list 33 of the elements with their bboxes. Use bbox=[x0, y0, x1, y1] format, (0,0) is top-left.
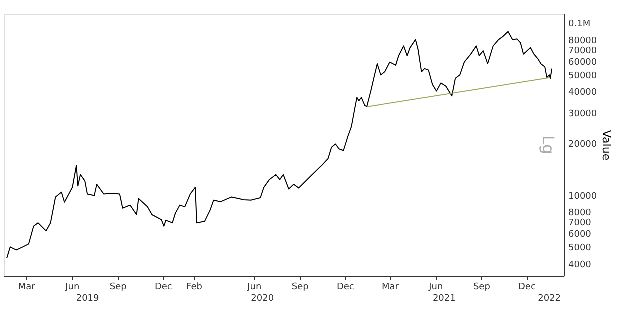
y-tick-label: 30000 bbox=[568, 110, 598, 120]
x-tick-label: Jun bbox=[64, 282, 80, 292]
y-tick-label: 80000 bbox=[568, 36, 598, 46]
y-tick-label: 40000 bbox=[568, 88, 598, 98]
y-tick-label: 20000 bbox=[568, 140, 598, 150]
y-axis-title: Value bbox=[600, 130, 614, 161]
y-tick-label: 5000 bbox=[568, 244, 592, 254]
line-series bbox=[6, 31, 553, 259]
y-tick-label: 50000 bbox=[568, 71, 598, 82]
x-tick-label: Jun bbox=[428, 282, 444, 292]
y-tick-label: 0.1M bbox=[568, 20, 591, 30]
y-tick-label: 10000 bbox=[568, 192, 598, 202]
x-tick-label: Mar bbox=[18, 282, 36, 292]
x-tick-label: Mar bbox=[382, 282, 400, 292]
text: 2019 bbox=[76, 294, 100, 304]
y-tick-label: 60000 bbox=[568, 58, 598, 68]
x-tick-label: Sep bbox=[473, 282, 491, 292]
y-tick-label: 7000 bbox=[568, 218, 592, 228]
text: 2021 bbox=[432, 294, 456, 304]
y-tick-label: 70000 bbox=[568, 46, 598, 56]
y-tick-label: 6000 bbox=[568, 230, 592, 240]
x-tick-label: Jun bbox=[246, 282, 262, 292]
text: 2022 bbox=[538, 294, 562, 304]
x-tick-label: Sep bbox=[110, 282, 128, 292]
y-tick-label: 4000 bbox=[568, 260, 592, 270]
x-tick-label: Feb bbox=[186, 282, 203, 292]
x-tick-label: Dec bbox=[518, 282, 536, 292]
text: 2020 bbox=[251, 294, 274, 304]
x-tick-label: Dec bbox=[154, 282, 172, 292]
x-tick-label: Dec bbox=[336, 282, 354, 292]
x-tick-label: Sep bbox=[292, 282, 310, 292]
y-tick-label: 8000 bbox=[568, 208, 592, 219]
annotation: Lg bbox=[539, 135, 558, 155]
